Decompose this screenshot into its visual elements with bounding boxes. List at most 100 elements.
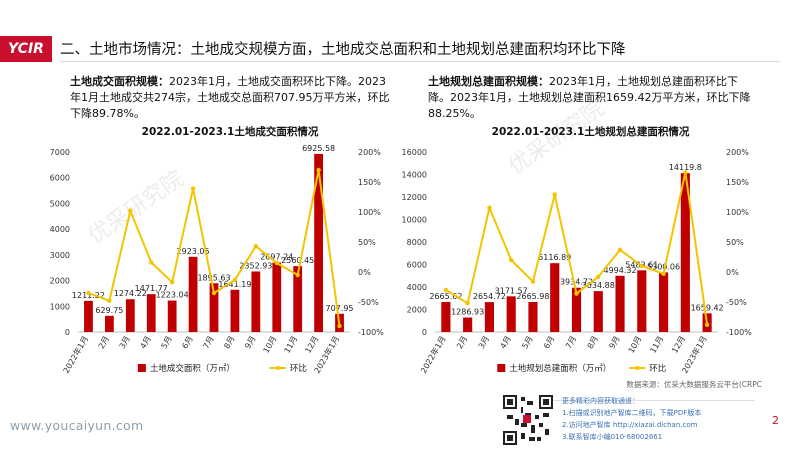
y-tick-right: 0% xyxy=(726,268,739,277)
bar-data-label: 1659.42 xyxy=(691,303,724,312)
bar-data-label: 1211.22 xyxy=(72,291,105,300)
x-tick-label: 6月 xyxy=(180,335,194,351)
download-info-line-2[interactable]: 2.访问地产智库 http://xiazai.dichan.com xyxy=(562,421,698,429)
page-number: 2 xyxy=(772,414,779,427)
x-tick-label: 10月 xyxy=(627,335,644,355)
line-point xyxy=(487,205,492,210)
brand-logo: YCIR xyxy=(0,36,52,62)
bar-data-label: 1471.77 xyxy=(135,284,168,293)
y-tick-right: 200% xyxy=(358,148,381,157)
bar-data-label: 5300.06 xyxy=(647,262,680,271)
line-point xyxy=(149,260,154,265)
download-info-title: 更多精彩内容获取通道： xyxy=(562,397,639,405)
line-point xyxy=(617,247,623,252)
line-point xyxy=(337,323,342,329)
y-tick-right: 0% xyxy=(358,268,371,277)
x-tick-label: 6月 xyxy=(542,335,556,351)
bar-data-label: 4994.32 xyxy=(603,266,636,275)
bar-data-label: 2923.05 xyxy=(177,247,210,256)
y-tick-right: 150% xyxy=(726,178,749,187)
x-tick-label: 2022年1月 xyxy=(61,334,90,375)
download-info-line-3: 3.联系智库小编010-68002661 xyxy=(562,433,663,441)
legend-swatch-bar xyxy=(497,364,506,372)
bar xyxy=(506,296,516,332)
website-link[interactable]: www.youcaiyun.com xyxy=(10,418,144,433)
x-tick-label: 5月 xyxy=(520,335,534,351)
y-tick-left: 0 xyxy=(65,328,70,337)
line-point xyxy=(169,280,175,285)
line-point xyxy=(661,271,666,276)
left-description-text: 2023年1月，土地成交面积环比下降。2023年1月土地成交共274宗，土地成交… xyxy=(70,75,390,120)
y-tick-right: -100% xyxy=(358,328,384,337)
line-point xyxy=(683,170,688,175)
bar xyxy=(463,317,473,332)
line-point xyxy=(530,279,536,284)
y-tick-right: 50% xyxy=(726,238,744,247)
legend-swatch-bar xyxy=(137,364,146,372)
x-tick-label: 10月 xyxy=(262,335,279,355)
x-tick-label: 4月 xyxy=(499,335,513,351)
y-tick-left: 10000 xyxy=(402,216,427,225)
bar-data-label: 3634.88 xyxy=(582,281,615,290)
line-point xyxy=(128,208,133,213)
line-point xyxy=(107,298,112,303)
right-description-text: 2023年1月，土地规划总建面积环比下降。2023年1月，土地规划总建面积165… xyxy=(428,75,751,120)
x-tick-label: 4月 xyxy=(139,335,153,351)
bar xyxy=(230,289,240,332)
right-description-heading: 土地规划总建面积规模： xyxy=(428,75,549,88)
bar xyxy=(146,294,156,332)
line-point xyxy=(443,287,449,293)
y-tick-right: 50% xyxy=(358,238,376,247)
y-tick-right: 100% xyxy=(726,208,749,217)
legend-swatch-marker xyxy=(275,365,281,371)
x-tick-label: 9月 xyxy=(243,335,257,351)
bar xyxy=(528,302,538,332)
line-point xyxy=(704,322,710,327)
y-tick-right: 200% xyxy=(726,148,749,157)
bar xyxy=(251,271,261,332)
bar-data-label: 1286.93 xyxy=(451,308,484,317)
line-point xyxy=(574,291,579,296)
x-tick-label: 2022年1月 xyxy=(418,334,447,375)
line-point xyxy=(639,263,645,269)
y-tick-left: 4000 xyxy=(407,283,427,292)
y-tick-left: 14000 xyxy=(402,171,427,180)
qr-code-icon xyxy=(503,395,553,445)
bar-data-label: 2697.24 xyxy=(260,253,293,262)
y-tick-left: 1000 xyxy=(50,302,70,311)
left-description: 土地成交面积规模：2023年1月，土地成交面积环比下降。2023年1月土地成交共… xyxy=(70,74,390,122)
bar xyxy=(659,272,669,332)
bar-data-label: 6925.58 xyxy=(302,144,335,153)
bar-data-label: 14119.8 xyxy=(669,163,702,172)
y-tick-right: -100% xyxy=(726,328,752,337)
bar-data-label: 3171.57 xyxy=(495,286,528,295)
legend-label-line: 环比 xyxy=(649,363,666,374)
y-tick-left: 5000 xyxy=(50,199,70,208)
chart-title-right: 2022.01-2023.1土地规划总建面积情况 xyxy=(491,126,690,138)
download-info: 更多精彩内容获取通道： 1.扫描或识别地产智库二维码，下载PDF版本 2.访问地… xyxy=(562,395,701,443)
y-tick-left: 2000 xyxy=(50,277,70,286)
bar-data-label: 2352.93 xyxy=(239,261,272,270)
y-tick-left: 12000 xyxy=(402,193,427,202)
x-tick-label: 7月 xyxy=(201,335,215,351)
bar-data-label: 629.75 xyxy=(95,306,123,315)
x-tick-label: 12月 xyxy=(670,335,687,355)
x-tick-label: 2月 xyxy=(455,335,469,351)
x-tick-label: 11月 xyxy=(648,335,665,355)
y-tick-left: 6000 xyxy=(50,174,70,183)
bar xyxy=(84,300,93,332)
bar-data-label: 3934.72 xyxy=(560,278,593,287)
y-tick-right: 100% xyxy=(358,208,381,217)
y-tick-left: 3000 xyxy=(50,251,70,260)
bar xyxy=(125,299,135,332)
line-point xyxy=(295,272,300,278)
bar xyxy=(615,275,625,332)
bar-data-label: 1641.19 xyxy=(218,280,251,289)
x-tick-label: 12月 xyxy=(303,335,320,355)
y-tick-left: 4000 xyxy=(50,225,70,234)
bar-data-label: 1274.22 xyxy=(114,289,147,298)
line-point xyxy=(508,257,514,263)
footer-divider xyxy=(525,400,755,401)
line-point xyxy=(253,244,259,249)
page-title: 二、土地市场情况：土地成交规模方面，土地成交总面积和土地规划总建面积均环比下降 xyxy=(60,42,626,58)
